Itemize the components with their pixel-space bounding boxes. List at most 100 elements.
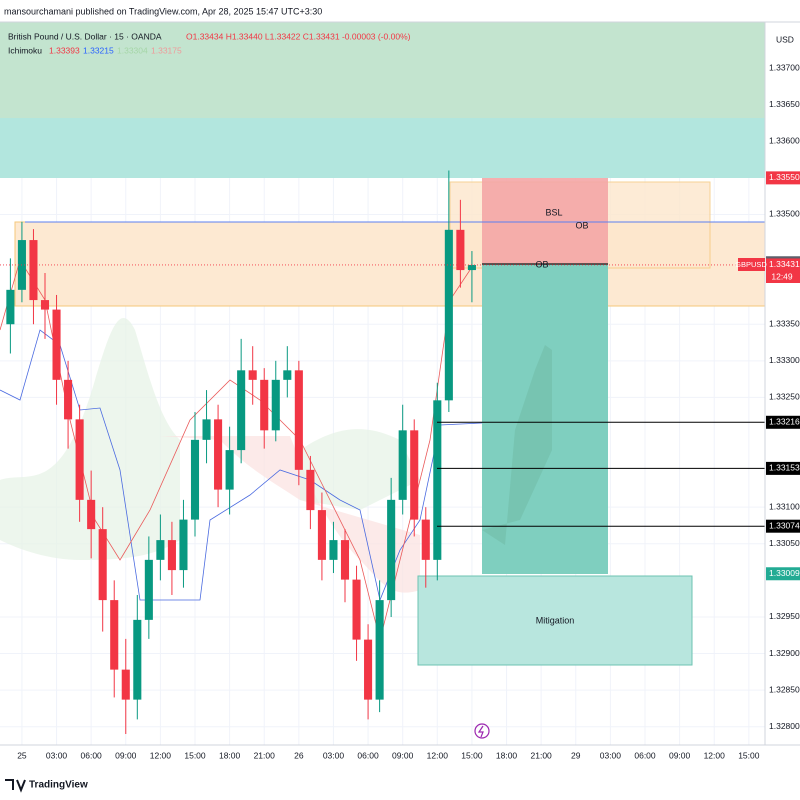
price-tag bbox=[766, 567, 800, 581]
price-tag bbox=[766, 258, 800, 272]
price-tag-label: 1.33153 bbox=[769, 463, 800, 473]
y-tick-label: 1.33100 bbox=[769, 501, 800, 511]
candle-body bbox=[167, 540, 176, 571]
x-tick-label: 03:00 bbox=[323, 750, 345, 760]
annotation: BSL bbox=[545, 207, 562, 217]
candle-body bbox=[294, 370, 303, 470]
x-tick-label: 26 bbox=[294, 750, 304, 760]
x-tick-label: 21:00 bbox=[254, 750, 276, 760]
price-tag bbox=[766, 415, 800, 429]
candle-body bbox=[87, 499, 96, 530]
price-tag-label: 1.33009 bbox=[769, 568, 800, 578]
projection bbox=[482, 345, 552, 545]
candle-body bbox=[64, 379, 73, 420]
x-tick-label: 21:00 bbox=[531, 750, 553, 760]
symbol: British Pound / U.S. Dollar · 15 · OANDA bbox=[8, 31, 162, 41]
candle-body bbox=[179, 519, 188, 571]
y-tick-label: 1.32900 bbox=[769, 648, 800, 658]
candle-body bbox=[110, 600, 119, 670]
currency: USD bbox=[776, 34, 794, 44]
candle-body bbox=[6, 289, 15, 325]
candles bbox=[6, 170, 476, 735]
candle-body bbox=[398, 430, 407, 500]
y-tick-label: 1.32850 bbox=[769, 684, 800, 694]
x-tick-label: 15:00 bbox=[184, 750, 206, 760]
x-tick-label: 18:00 bbox=[219, 750, 241, 760]
x-tick-label: 25 bbox=[17, 750, 27, 760]
event-icon bbox=[477, 725, 484, 738]
candle-body bbox=[329, 540, 338, 560]
x-tick-label: 09:00 bbox=[115, 750, 137, 760]
y-tick-label: 1.33500 bbox=[769, 209, 800, 219]
price-tag-label: 1.33431 bbox=[769, 259, 800, 269]
candle-body bbox=[156, 540, 165, 560]
ichimoku-cloud bbox=[300, 429, 420, 510]
candle-body bbox=[375, 600, 384, 700]
candle-body bbox=[248, 370, 257, 380]
price-tag bbox=[766, 461, 800, 475]
stop-zone bbox=[482, 178, 608, 264]
candle-body bbox=[271, 379, 280, 431]
countdown-tag bbox=[766, 271, 800, 283]
price-tag-label: 1.33216 bbox=[769, 417, 800, 427]
ticker-tag bbox=[738, 258, 765, 271]
axis-labels: 1.33700 1.33650 1.33600 1.33500 1.33350 1.333… bbox=[17, 62, 800, 760]
ichimoku-cloud bbox=[160, 436, 420, 593]
candle-body bbox=[202, 419, 211, 440]
indicator-value: 1.33393 bbox=[49, 45, 80, 55]
annotation: Mitigation bbox=[536, 615, 575, 625]
y-tick-label: 1.33050 bbox=[769, 538, 800, 548]
y-tick-label: 1.33650 bbox=[769, 99, 800, 109]
candle-body bbox=[144, 559, 153, 620]
brand: TradingView bbox=[29, 780, 88, 791]
x-tick-label: 03:00 bbox=[600, 750, 622, 760]
annotation: OB bbox=[535, 259, 548, 269]
candle-body bbox=[283, 370, 292, 380]
x-tick-label: 18:00 bbox=[496, 750, 518, 760]
levels bbox=[0, 264, 765, 527]
candle-body bbox=[387, 499, 396, 601]
y-tick-label: 1.33700 bbox=[769, 62, 800, 72]
candle-body bbox=[40, 300, 50, 310]
publisher: mansourchamani published on TradingView.… bbox=[4, 6, 322, 16]
event-icon[interactable] bbox=[474, 723, 490, 739]
countdown: 12:49 bbox=[771, 271, 793, 281]
price-tag-label: 1.33550 bbox=[769, 172, 800, 182]
x-tick-label: 09:00 bbox=[669, 750, 691, 760]
indicator: Ichimoku bbox=[8, 45, 42, 55]
candle-body bbox=[364, 639, 373, 700]
x-tick-label: 09:00 bbox=[392, 750, 414, 760]
indicator-value: 1.33175 bbox=[151, 45, 182, 55]
candle-body bbox=[456, 229, 465, 271]
candle-body bbox=[214, 419, 223, 490]
ohlc: O1.33434 H1.33440 L1.33422 C1.33431 -0.0… bbox=[186, 31, 411, 41]
candle-body bbox=[98, 529, 107, 601]
candle-body bbox=[133, 619, 142, 700]
candle-body bbox=[75, 419, 84, 500]
x-tick-label: 03:00 bbox=[46, 750, 68, 760]
candle-body bbox=[467, 264, 476, 271]
candle-body bbox=[352, 579, 361, 640]
x-tick-label: 15:00 bbox=[738, 750, 760, 760]
candle-body bbox=[421, 519, 430, 560]
price-axis bbox=[765, 22, 800, 745]
candle-body bbox=[190, 439, 200, 520]
zone-teal bbox=[0, 118, 765, 178]
candle-body bbox=[121, 669, 130, 700]
price-tag bbox=[766, 171, 800, 185]
price-tag bbox=[766, 519, 800, 533]
annotation: OB bbox=[575, 220, 588, 230]
candle-body bbox=[317, 510, 326, 560]
ichimoku-cloud bbox=[0, 318, 180, 560]
candle-body bbox=[433, 400, 442, 560]
x-tick-label: 15:00 bbox=[461, 750, 483, 760]
candle-body bbox=[260, 379, 269, 431]
x-tick-label: 06:00 bbox=[357, 750, 379, 760]
x-tick-label: 12:00 bbox=[704, 750, 726, 760]
ticker: GBPUSD bbox=[735, 260, 767, 269]
y-tick-label: 1.33250 bbox=[769, 392, 800, 402]
candle-body bbox=[237, 370, 246, 451]
candle-body bbox=[52, 309, 61, 380]
candle-body bbox=[225, 450, 234, 490]
